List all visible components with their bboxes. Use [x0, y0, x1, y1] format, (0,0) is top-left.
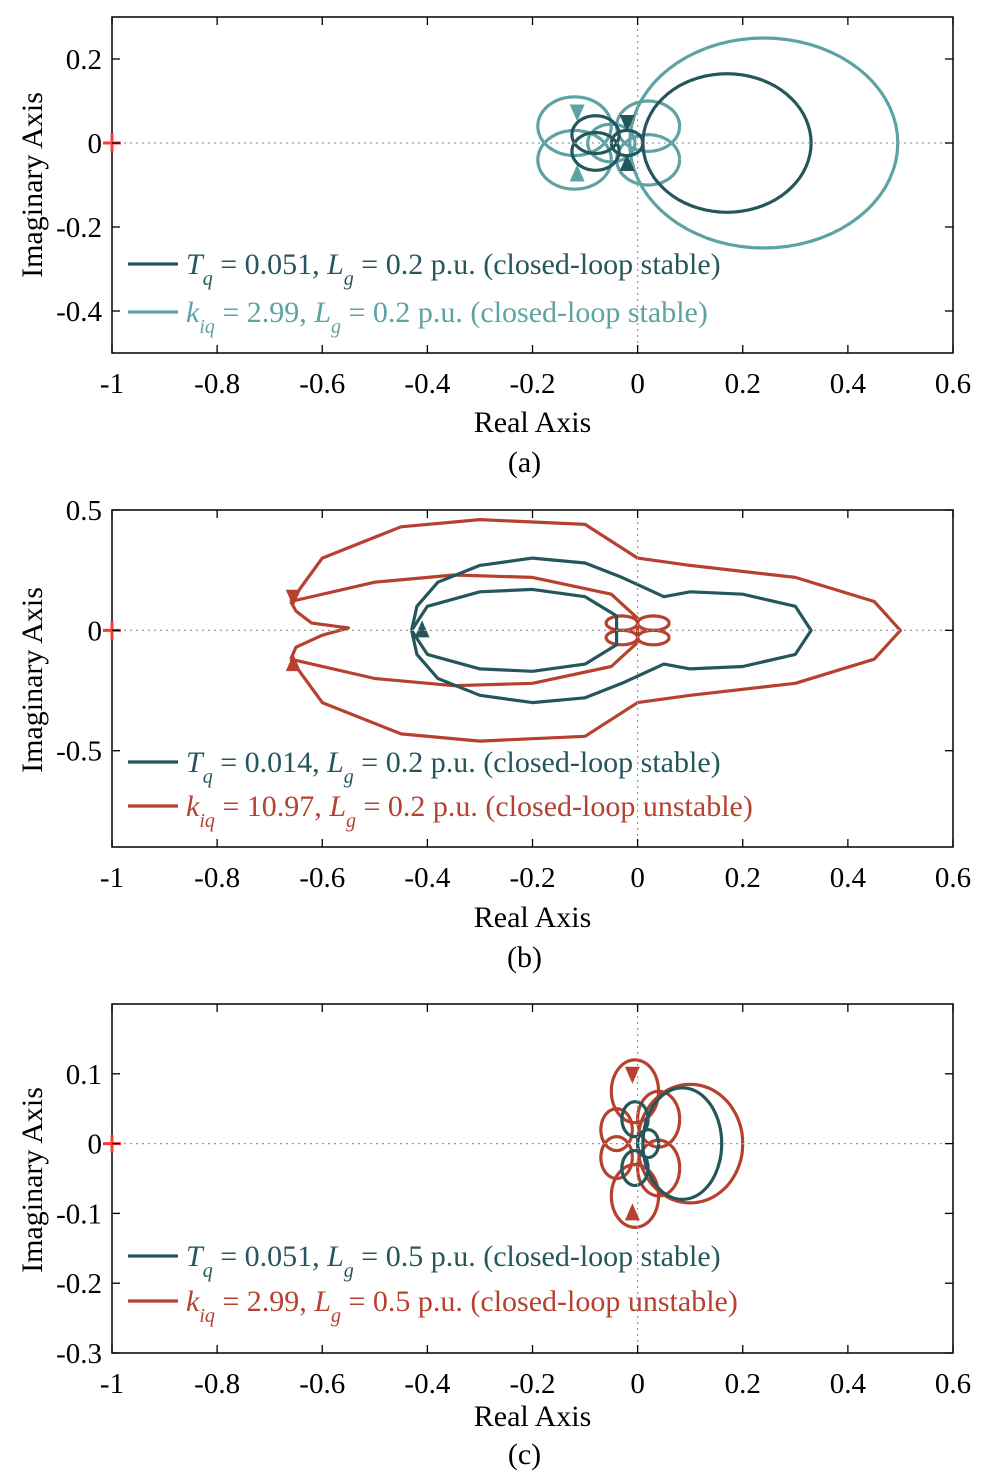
x-tick-label: 0.2: [725, 368, 761, 400]
x-tick-label: 0.4: [830, 1368, 867, 1400]
nyquist-chart-a: -1 -0.8 -0.6 -0.4 -0.2 0 0.2 0.4 0.6 0.2 0 -0.2 -0.4…: [16, 16, 971, 479]
direction-arrow: [569, 104, 585, 122]
nyquist-chart-c: -1 -0.8 -0.6 -0.4 -0.2 0 0.2 0.4 0.6 0.1 0 -0.1 -0.2…: [16, 1003, 971, 1471]
y-tick-label: 0.2: [66, 44, 102, 76]
x-tick-label: 0.4: [830, 862, 867, 894]
x-axis-label: Real Axis: [474, 406, 592, 439]
nyquist-curve: [536, 95, 613, 158]
x-tick-label: -0.4: [404, 1368, 450, 1400]
x-tick-label: -0.2: [510, 368, 556, 400]
nyquist-panel-a: -1 -0.8 -0.6 -0.4 -0.2 0 0.2 0.4 0.6 0.2 0 -0.2 -0.4…: [0, 0, 997, 495]
nyquist-curve: [536, 128, 613, 191]
y-tick-label: -0.5: [56, 736, 102, 768]
x-tick-label: -0.8: [194, 862, 240, 894]
y-axis-label: Imaginary Axis: [16, 1087, 49, 1273]
direction-arrow: [624, 1066, 640, 1084]
x-tick-label: -0.8: [194, 368, 240, 400]
nyquist-panel-b: -1 -0.8 -0.6 -0.4 -0.2 0 0.2 0.4 0.6 0.5 0 -0.5 Tq …: [0, 495, 997, 990]
nyquist-curve: [604, 614, 640, 632]
x-tick-label: 0.6: [935, 368, 971, 400]
y-axis-label: Imaginary Axis: [16, 92, 49, 278]
x-tick-label: 0.4: [830, 368, 867, 400]
x-tick-label: -0.4: [404, 368, 450, 400]
x-tick-label: -0.6: [299, 1368, 345, 1400]
x-tick-label: 0.2: [725, 862, 761, 894]
x-tick-label: 0: [630, 1368, 645, 1400]
x-axis-label: Real Axis: [474, 901, 592, 934]
nyquist-curve: [636, 614, 671, 632]
nyquist-curve: [289, 518, 902, 743]
x-tick-label: 0: [630, 862, 645, 894]
x-tick-label: -1: [100, 1368, 124, 1400]
x-tick-label: -0.2: [510, 862, 556, 894]
direction-arrow: [285, 589, 301, 607]
x-axis-label: Real Axis: [474, 1400, 592, 1433]
nyquist-curve: [599, 1135, 634, 1181]
panel-label: (c): [508, 1438, 541, 1471]
x-tick-label: -0.6: [299, 862, 345, 894]
legend-entry: Tq = 0.051, Lg = 0.2 p.u. (closed-loop s…: [186, 248, 721, 290]
y-tick-label: 0: [88, 1129, 103, 1161]
nyquist-curve: [410, 556, 813, 705]
direction-arrow: [569, 164, 585, 182]
direction-arrow: [624, 1203, 640, 1221]
y-tick-label: -0.3: [56, 1338, 102, 1370]
nyquist-curve: [604, 628, 640, 647]
x-tick-label: -0.2: [510, 1368, 556, 1400]
direction-arrow: [619, 115, 635, 132]
direction-arrow: [619, 154, 635, 171]
x-tick-label: 0: [630, 368, 645, 400]
panel-label: (b): [507, 941, 542, 974]
y-tick-label: -0.2: [56, 1268, 102, 1300]
y-tick-label: -0.4: [56, 296, 102, 328]
x-tick-label: 0.6: [935, 1368, 971, 1400]
nyquist-curve: [570, 130, 621, 172]
x-tick-label: -0.8: [194, 1368, 240, 1400]
x-tick-label: 0.2: [725, 1368, 761, 1400]
y-tick-label: 0.5: [66, 495, 102, 527]
x-tick-label: -0.6: [299, 368, 345, 400]
panel-label: (a): [508, 446, 541, 479]
y-axis-label: Imaginary Axis: [16, 587, 49, 773]
x-tick-label: -1: [100, 862, 124, 894]
direction-arrow: [414, 620, 430, 638]
nyquist-panel-c: -1 -0.8 -0.6 -0.4 -0.2 0 0.2 0.4 0.6 0.1 0 -0.1 -0.2…: [0, 990, 997, 1474]
x-tick-label: -1: [100, 368, 124, 400]
y-tick-label: 0.1: [66, 1059, 102, 1091]
y-tick-label: -0.2: [56, 212, 102, 244]
x-tick-label: -0.4: [404, 862, 450, 894]
nyquist-curve: [289, 600, 351, 660]
x-tick-label: 0.6: [935, 862, 971, 894]
legend-entry: kiq = 10.97, Lg = 0.2 p.u. (closed-loop …: [186, 790, 753, 832]
nyquist-curve: [570, 114, 621, 156]
legend-entry: kiq = 2.99, Lg = 0.2 p.u. (closed-loop s…: [186, 296, 708, 338]
legend-entry: Tq = 0.051, Lg = 0.5 p.u. (closed-loop s…: [186, 1240, 721, 1282]
legend-entry: kiq = 2.99, Lg = 0.5 p.u. (closed-loop u…: [186, 1285, 738, 1327]
direction-arrow: [285, 654, 301, 672]
nyquist-chart-b: -1 -0.8 -0.6 -0.4 -0.2 0 0.2 0.4 0.6 0.5 0 -0.5 Tq …: [16, 495, 971, 974]
y-tick-label: -0.1: [56, 1198, 102, 1230]
legend-entry: Tq = 0.014, Lg = 0.2 p.u. (closed-loop s…: [186, 746, 721, 788]
y-tick-label: 0: [88, 128, 103, 160]
nyquist-curve: [641, 1086, 724, 1201]
y-tick-label: 0: [88, 615, 103, 647]
nyquist-curve: [636, 628, 671, 647]
